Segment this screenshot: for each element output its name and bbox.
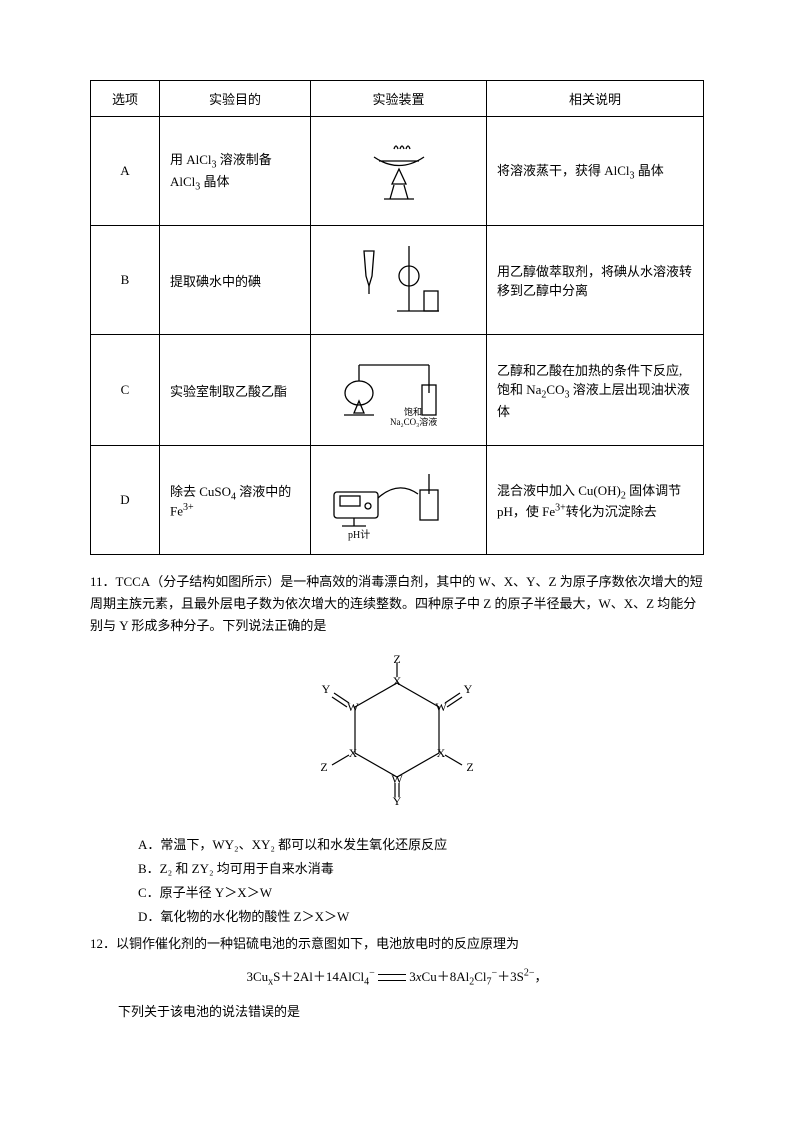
svg-text:pH计: pH计 — [348, 528, 370, 541]
svg-text:W: W — [391, 772, 403, 786]
cell-option: A — [91, 117, 160, 226]
q11-option-c: C．原子半径 Y＞X＞W — [138, 881, 704, 905]
svg-text:Z: Z — [466, 760, 473, 774]
cell-desc: 用乙醇做萃取剂，将碘从水溶液转移到乙醇中分离 — [487, 226, 704, 335]
cell-option: B — [91, 226, 160, 335]
svg-text:Y: Y — [393, 794, 402, 805]
q11-option-b-text: Z₂ 和 ZY₂ 均可用于自来水消毒 — [160, 861, 334, 876]
table-row: C实验室制取乙酸乙酯饱和Na₂CO₃溶液乙醇和乙酸在加热的条件下反应, 饱和 N… — [91, 335, 704, 446]
q11-option-d: D．氧化物的水化物的酸性 Z＞X＞W — [138, 905, 704, 929]
svg-text:X: X — [349, 746, 358, 760]
table-header-row: 选项 实验目的 实验装置 相关说明 — [91, 81, 704, 117]
q12-stem: 以铜作催化剂的一种铝硫电池的示意图如下，电池放电时的反应原理为 — [116, 936, 519, 951]
svg-text:X: X — [437, 746, 446, 760]
q11-molecule-diagram: X W X W X W — [90, 655, 704, 809]
svg-text:Na₂CO₃溶液: Na₂CO₃溶液 — [390, 416, 437, 427]
experiment-table: 选项 实验目的 实验装置 相关说明 A用 AlCl3 溶液制备 AlCl3 晶体… — [90, 80, 704, 555]
th-purpose: 实验目的 — [160, 81, 311, 117]
evaporation-dish-icon — [354, 129, 444, 209]
cell-purpose: 提取碘水中的碘 — [160, 226, 311, 335]
ph-meter-icon: pH计 — [324, 454, 474, 542]
question-11: 11．TCCA（分子结构如图所示）是一种高效的消毒漂白剂，其中的 W、X、Y、Z… — [90, 571, 704, 637]
q11-option-d-text: 氧化物的水化物的酸性 Z＞X＞W — [160, 909, 349, 924]
th-desc: 相关说明 — [487, 81, 704, 117]
cell-option: D — [91, 446, 160, 555]
q11-option-b: B．Z₂ 和 ZY₂ 均可用于自来水消毒 — [138, 857, 704, 881]
separating-funnel-icon — [339, 236, 459, 321]
q11-option-a: A．常温下，WY₂、XY₂ 都可以和水发生氧化还原反应 — [138, 833, 704, 857]
th-device: 实验装置 — [311, 81, 487, 117]
cell-purpose: 实验室制取乙酸乙酯 — [160, 335, 311, 446]
ester-prep-icon: 饱和Na₂CO₃溶液 — [324, 343, 474, 433]
cell-purpose: 用 AlCl3 溶液制备 AlCl3 晶体 — [160, 117, 311, 226]
cell-device — [311, 226, 487, 335]
q11-stem: TCCA（分子结构如图所示）是一种高效的消毒漂白剂，其中的 W、X、Y、Z 为原… — [90, 574, 703, 633]
svg-text:Y: Y — [322, 682, 331, 696]
svg-text:Z: Z — [393, 655, 400, 666]
th-option: 选项 — [91, 81, 160, 117]
cell-device: 饱和Na₂CO₃溶液 — [311, 335, 487, 446]
svg-text:Z: Z — [320, 760, 327, 774]
q11-options: A．常温下，WY₂、XY₂ 都可以和水发生氧化还原反应 B．Z₂ 和 ZY₂ 均… — [90, 833, 704, 929]
table-row: D除去 CuSO4 溶液中的 Fe3+ pH计 混合液中加入 Cu(OH)2 固体调… — [91, 446, 704, 555]
svg-text:Y: Y — [464, 682, 473, 696]
q11-option-a-text: 常温下，WY₂、XY₂ 都可以和水发生氧化还原反应 — [160, 837, 447, 852]
cell-option: C — [91, 335, 160, 446]
svg-text:W: W — [347, 700, 359, 714]
svg-text:饱和: 饱和 — [404, 406, 422, 417]
q12-equation: 3CuxS＋2Al＋14AlCl4− 3xCu＋8Al2Cl7−＋3S2−， — [90, 966, 704, 988]
table-row: B提取碘水中的碘 用乙醇做萃取剂，将碘从水溶液转移到乙醇中分离 — [91, 226, 704, 335]
cell-device — [311, 117, 487, 226]
q11-option-c-text: 原子半径 Y＞X＞W — [160, 885, 272, 900]
table-row: A用 AlCl3 溶液制备 AlCl3 晶体 将溶液蒸干，获得 AlCl3 晶体 — [91, 117, 704, 226]
cell-desc: 混合液中加入 Cu(OH)2 固体调节 pH，使 Fe3+转化为沉淀除去 — [487, 446, 704, 555]
q12-number: 12． — [90, 936, 116, 951]
cell-desc: 乙醇和乙酸在加热的条件下反应, 饱和 Na2CO3 溶液上层出现油状液体 — [487, 335, 704, 446]
cell-device: pH计 — [311, 446, 487, 555]
cell-purpose: 除去 CuSO4 溶液中的 Fe3+ — [160, 446, 311, 555]
q11-number: 11． — [90, 574, 116, 589]
cell-desc: 将溶液蒸干，获得 AlCl3 晶体 — [487, 117, 704, 226]
q12-tail: 下列关于该电池的说法错误的是 — [90, 1001, 704, 1023]
question-12: 12．以铜作催化剂的一种铝硫电池的示意图如下，电池放电时的反应原理为 — [90, 933, 704, 955]
